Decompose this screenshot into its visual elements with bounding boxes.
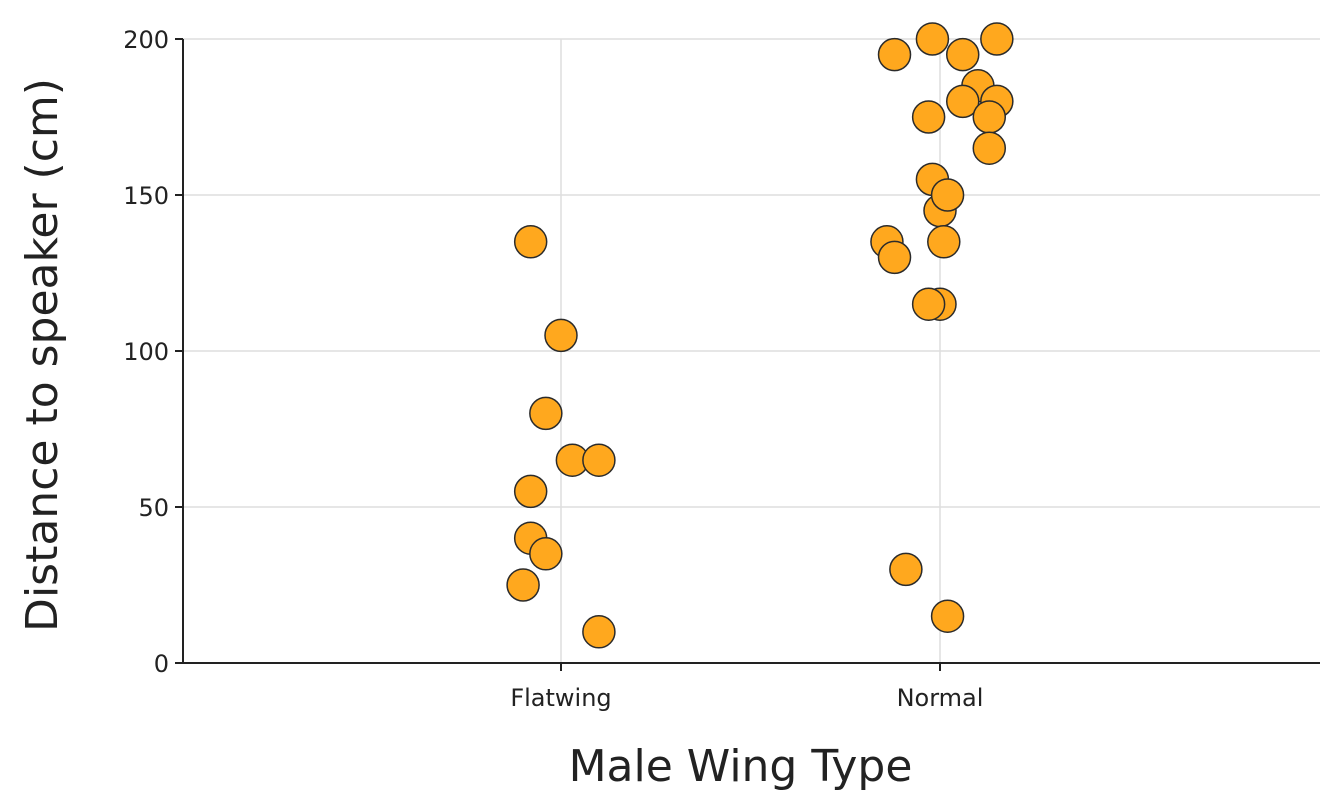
- tick-labels: 0 50 100 150 200 Flatwing Normal: [123, 26, 983, 712]
- data-point: [980, 22, 1014, 56]
- y-tick-label: 150: [123, 182, 169, 210]
- x-axis-title: Male Wing Type: [569, 741, 913, 792]
- y-axis-title: Distance to speaker (cm): [17, 78, 68, 632]
- data-point: [911, 287, 946, 321]
- data-point: [582, 615, 616, 649]
- data-point: [915, 22, 950, 56]
- data-point: [889, 552, 923, 587]
- y-tick-label: 0: [154, 650, 169, 678]
- data-point: [877, 37, 912, 72]
- x-tick-label: Normal: [897, 684, 984, 712]
- grid: [183, 38, 1320, 663]
- data-point: [529, 537, 563, 571]
- data-point: [582, 443, 616, 477]
- y-tick-label: 50: [138, 494, 169, 522]
- y-tick-label: 200: [123, 26, 169, 54]
- data-point: [911, 100, 946, 134]
- data-point: [930, 599, 965, 633]
- data-point: [544, 318, 578, 353]
- data-point: [945, 84, 980, 119]
- data-point: [930, 178, 965, 212]
- y-tick-label: 100: [123, 338, 169, 366]
- data-point: [513, 225, 548, 259]
- data-point: [529, 396, 563, 431]
- data-point: [972, 100, 1007, 134]
- data-point: [513, 474, 548, 509]
- data-point: [877, 240, 912, 275]
- data-point: [927, 225, 961, 259]
- data-points: [506, 22, 1014, 649]
- data-point: [972, 131, 1007, 165]
- data-point: [945, 37, 980, 72]
- x-tick-label: Flatwing: [510, 684, 611, 712]
- data-point: [506, 568, 540, 602]
